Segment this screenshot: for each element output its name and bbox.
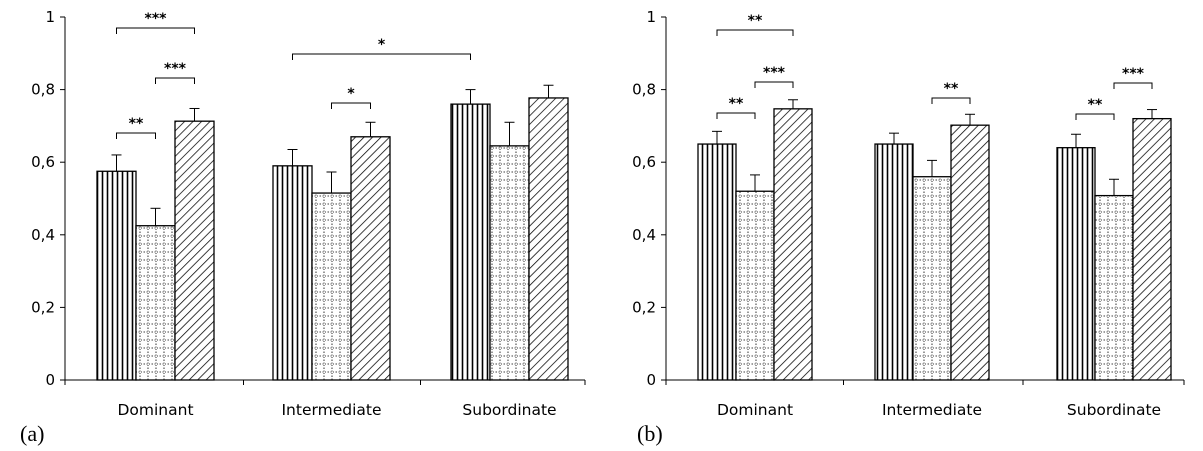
bar xyxy=(1094,194,1134,381)
significance-label: ** xyxy=(729,96,744,112)
bar xyxy=(135,225,176,381)
y-tick-label: 1 xyxy=(45,8,55,26)
bar xyxy=(874,143,914,381)
significance-label: *** xyxy=(1122,66,1145,82)
x-category-label: Subordinate xyxy=(1067,401,1161,419)
significance-label: ** xyxy=(944,81,959,97)
significance-bracket xyxy=(1075,113,1115,120)
y-tick-label: 0,4 xyxy=(632,226,656,244)
panel-label: (b) xyxy=(637,421,663,446)
panel-b-chart: 0 0,2 0,4 0,6 0,8 1 Dominant Intermediate Subord… xyxy=(632,8,1185,446)
significance-bracket xyxy=(116,27,195,34)
significance-label: ** xyxy=(129,116,144,132)
bar xyxy=(1056,147,1096,381)
y-tick-label: 0 xyxy=(45,371,55,389)
y-tick-label: 0,6 xyxy=(632,153,656,171)
panel-a-chart: 0 0,2 0,4 0,6 0,8 1 Dominant Intermediate Subord… xyxy=(20,8,586,446)
y-tick-label: 0 xyxy=(646,371,656,389)
y-tick-label: 0,8 xyxy=(31,81,55,99)
bar xyxy=(912,176,952,381)
bar xyxy=(272,165,313,381)
significance-bracket xyxy=(716,112,756,119)
x-category-label: Subordinate xyxy=(462,401,556,419)
significance-label: *** xyxy=(145,11,168,27)
significance-label: ** xyxy=(1088,97,1103,113)
bar xyxy=(350,136,391,381)
x-category-label: Dominant xyxy=(717,401,793,419)
significance-bracket xyxy=(292,53,471,60)
bar xyxy=(528,97,569,381)
y-tick-label: 0,2 xyxy=(31,298,55,316)
significance-bracket xyxy=(1113,82,1153,89)
bar xyxy=(735,190,775,381)
y-tick-label: 0,6 xyxy=(31,153,55,171)
significance-bracket xyxy=(155,77,195,84)
significance-bracket xyxy=(931,97,971,104)
significance-label: ** xyxy=(748,13,763,29)
y-tick-label: 0,2 xyxy=(632,298,656,316)
x-category-label: Intermediate xyxy=(281,401,381,419)
x-category-label: Intermediate xyxy=(882,401,982,419)
bar xyxy=(950,124,990,381)
y-tick-label: 0,8 xyxy=(632,81,656,99)
bar xyxy=(697,143,737,381)
x-category-label: Dominant xyxy=(117,401,193,419)
bar xyxy=(1132,117,1172,381)
significance-label: * xyxy=(347,86,355,102)
bar xyxy=(311,192,352,381)
significance-bracket xyxy=(331,102,371,109)
bar xyxy=(96,170,137,381)
bar xyxy=(773,108,813,381)
panel-label: (a) xyxy=(20,421,44,446)
y-tick-label: 1 xyxy=(646,8,656,26)
bar xyxy=(489,145,530,381)
y-tick-label: 0,4 xyxy=(31,226,55,244)
bar xyxy=(174,120,215,381)
significance-bracket xyxy=(116,132,156,139)
significance-label: * xyxy=(378,37,386,53)
significance-label: *** xyxy=(164,61,187,77)
significance-label: *** xyxy=(763,65,786,81)
significance-bracket xyxy=(716,29,794,36)
significance-bracket xyxy=(754,81,794,88)
bar xyxy=(450,103,491,381)
